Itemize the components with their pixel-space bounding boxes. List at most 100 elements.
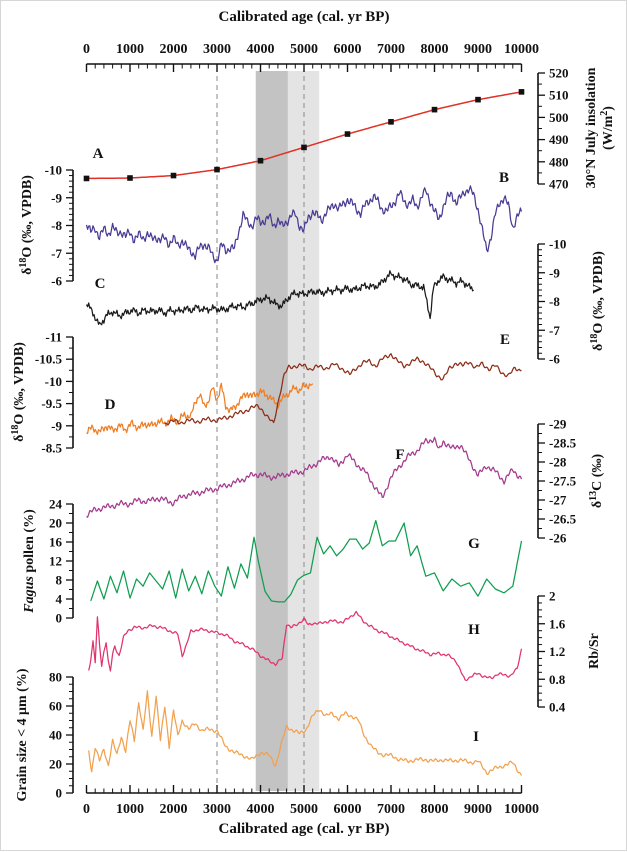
series-letter-E: E (500, 332, 510, 348)
y-tick-label: 20 (49, 757, 62, 772)
series-A-marker (475, 96, 481, 103)
series-A-marker (257, 157, 264, 164)
x-tick-label: 2000 (160, 802, 188, 817)
series-letter-I: I (473, 729, 479, 745)
series-F: -29 -28.5 -28 -27.5 -27 -26.5 -26 δ13​C (‰) F (86, 417, 605, 546)
y-tick-label: 0.8 (549, 672, 566, 687)
series-I-line (88, 690, 523, 776)
series-A-marker (344, 131, 351, 137)
y-tick-label: 12 (49, 554, 62, 569)
series-H: 0.4 0.8 1.2 1.6 2 Rb/Sr H (88, 589, 602, 715)
y-tick-label: -8.5 (41, 441, 62, 456)
series-C: -10 -9 -8 -7 -6 δ18​O (‰, VPDB) C (85, 237, 606, 367)
x-tick-label: 8000 (421, 802, 449, 817)
series-A-marker (431, 106, 438, 113)
series-letter-A: A (93, 146, 104, 162)
y-axis-title: δ13​C (‰) (588, 454, 605, 509)
x-axis-top: 0 1000 2000 3000 4000 5000 6000 7000 8000 9000 100… (83, 42, 539, 72)
series-B: -10 -9 -8 -7 -6 δ18​O (‰, VPDB) B (18, 163, 523, 289)
series-letter-H: H (468, 622, 480, 638)
y-tick-label: -9 (51, 190, 62, 205)
x-tick-label: 9000 (464, 802, 492, 817)
series-A-marker (170, 172, 177, 179)
y-tick-label: 24 (49, 497, 63, 512)
top-axis-title: Calibrated age (cal. yr BP) (218, 9, 390, 25)
y-tick-label: -9 (549, 265, 560, 280)
series-G-line (90, 519, 523, 603)
series-A-marker (214, 166, 220, 173)
y-axis-title: δ18​O (‰, VPDB) (589, 251, 606, 351)
y-tick-label: 510 (549, 88, 569, 103)
y-axis-title: δ18​O (‰, VPDB) (18, 175, 35, 275)
x-tick-label: 7000 (377, 42, 405, 57)
y-tick-label: -10 (45, 374, 62, 389)
y-tick-label: -8 (51, 218, 62, 233)
y-tick-label: -10 (45, 163, 62, 178)
x-tick-label: 1000 (116, 802, 144, 817)
series-D: -11 -10.5 -10 -9.5 -9 -8.5 δ18​O (‰, VPDB) D (10, 330, 314, 456)
x-tick-label: 3000 (203, 802, 231, 817)
series-F-line (86, 436, 523, 518)
series-H-line (88, 610, 523, 682)
series-I: 0 20 40 60 80 Grain size < 4 μm (%) I (15, 668, 523, 801)
x-tick-label: 0 (83, 802, 90, 817)
y-tick-label: -27.5 (549, 474, 577, 489)
y-tick-label: -28 (549, 455, 567, 470)
y-axis-title: δ18​O (‰, VPDB) (10, 342, 27, 442)
y-tick-label: -26 (549, 531, 567, 546)
series-letter-G: G (468, 536, 480, 552)
y-tick-label: -10 (549, 237, 566, 252)
y-tick-label: 520 (549, 66, 569, 81)
y-tick-label: -7 (51, 246, 62, 261)
y-tick-label: -9 (51, 418, 62, 433)
y-tick-label: 2 (549, 589, 556, 604)
y-tick-label: 470 (549, 177, 569, 192)
y-axis-title: Grain size < 4 μm (%) (15, 668, 30, 801)
y-tick-label: -27 (549, 493, 567, 508)
y-axis-title: Fagus pollen (%) (22, 509, 37, 614)
bottom-axis-title: Calibrated age (cal. yr BP) (218, 821, 390, 837)
y-tick-label: 80 (49, 670, 62, 685)
x-tick-label: 6000 (334, 802, 362, 817)
x-tick-label: 2000 (160, 42, 188, 57)
y-tick-label: -7 (549, 323, 560, 338)
x-tick-label: 10000 (504, 42, 539, 57)
y-axis-title: Rb/Sr (587, 633, 602, 669)
series-D-line (86, 382, 314, 436)
y-tick-label: 40 (49, 728, 62, 743)
series-letter-C: C (95, 276, 106, 292)
x-tick-label: 5000 (290, 42, 318, 57)
y-tick-label: 0 (56, 611, 63, 626)
y-tick-label: -6 (51, 274, 62, 289)
y-tick-label: 20 (49, 516, 62, 531)
y-tick-label: -11 (45, 330, 62, 345)
x-tick-label: 7000 (377, 802, 405, 817)
y-tick-label: 60 (49, 699, 62, 714)
y-tick-label: 16 (49, 535, 63, 550)
y-tick-label: -26.5 (549, 512, 577, 527)
x-tick-label: 6000 (334, 42, 362, 57)
x-tick-label: 10000 (504, 802, 539, 817)
y-tick-label: -9.5 (41, 396, 62, 411)
y-tick-label: -10.5 (35, 352, 63, 367)
series-A-marker (83, 175, 90, 182)
y-axis-title: 30°N July insolation (584, 67, 599, 188)
y-tick-label: 4 (56, 592, 63, 607)
y-tick-label: 480 (549, 154, 569, 169)
series-B-line (85, 185, 523, 264)
series-A: 470 480 490 500 510 520 30°N July insolation (W… (83, 66, 616, 192)
series-letter-B: B (499, 170, 509, 186)
series-A-marker (127, 175, 133, 181)
x-tick-label: 5000 (290, 802, 318, 817)
series-letter-D: D (105, 397, 116, 413)
y-tick-label: -28.5 (549, 436, 577, 451)
series-A-marker (518, 89, 525, 95)
series-E-line (164, 353, 522, 426)
x-tick-label: 8000 (421, 42, 449, 57)
y-tick-label: -29 (549, 417, 567, 432)
series-A-marker (388, 119, 394, 125)
y-tick-label: 0 (56, 786, 63, 801)
x-tick-label: 0 (83, 42, 90, 57)
series-C-line (85, 270, 474, 326)
